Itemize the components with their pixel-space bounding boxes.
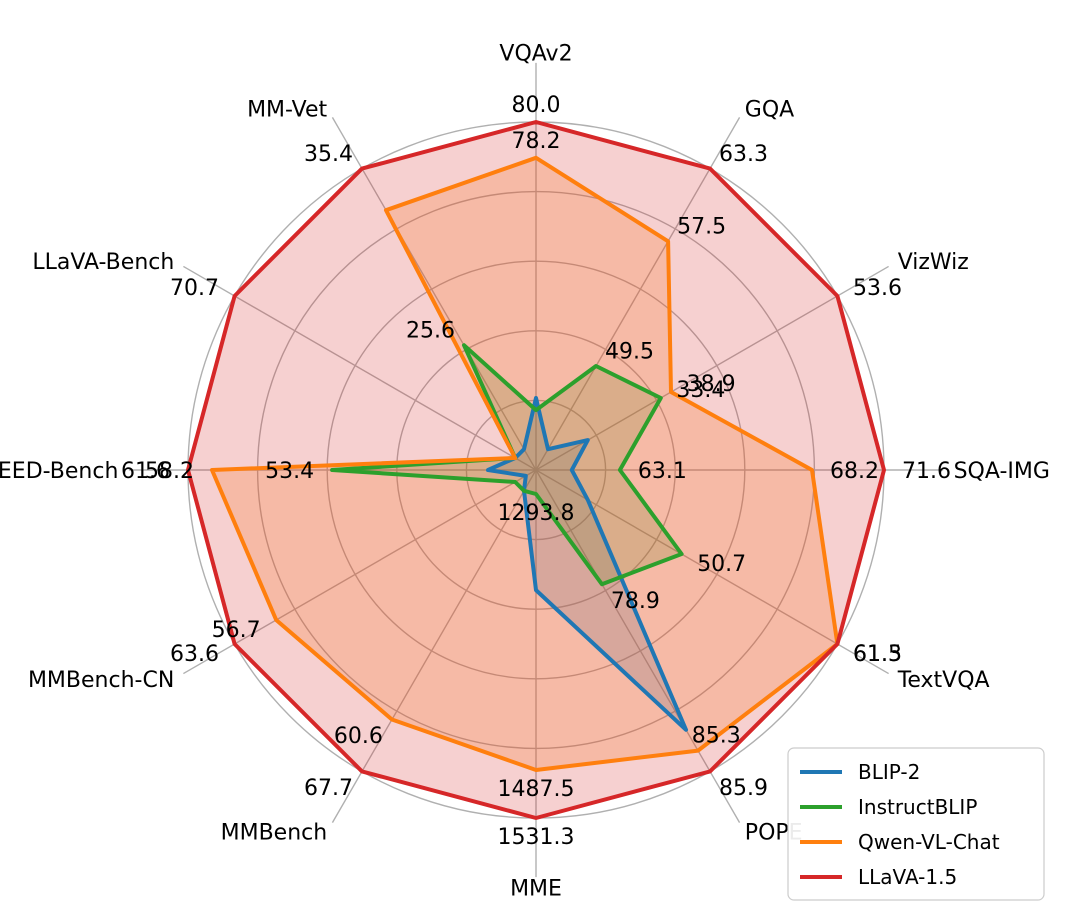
legend-label-qwen-vl-chat: Qwen-VL-Chat (858, 830, 1000, 854)
value-label-llava-1-5-seed-bench: 61.6 (121, 459, 170, 484)
axis-label-gqa: GQA (745, 97, 794, 122)
value-label-instructblip-seed-bench: 53.4 (265, 459, 314, 484)
legend: BLIP-2 InstructBLIP Qwen-VL-Chat LLaVA-1.5 (787, 747, 1045, 901)
value-label-llava-1-5-llava-bench: 70.7 (170, 276, 219, 301)
axis-label-mmbench-cn: MMBench-CN (28, 668, 174, 693)
value-label-llava-1-5-sqa-img: 71.6 (902, 459, 951, 484)
series-fill-qwen-vl-chat (212, 157, 838, 771)
spoke-gqa (535, 117, 741, 471)
value-label-qwen-vl-chat-textvqa: 61.5 (853, 642, 902, 667)
axis-label-vqav2: VQAv2 (499, 41, 572, 66)
axis-label-mm-vet: MM-Vet (247, 97, 327, 122)
value-label-llava-1-5-vqav2: 80.0 (512, 93, 561, 118)
axis-label-llava-bench: LLaVA-Bench (32, 250, 174, 275)
value-label-qwen-vl-chat-seed-bench: 58.2 (145, 459, 194, 484)
value-label-qwen-vl-chat-sqa-img: 68.2 (830, 459, 879, 484)
value-label-llava-1-5-textvqa: 61.3 (853, 642, 902, 667)
series-fills (188, 122, 884, 818)
extra-value-label-0: 85.3 (692, 723, 741, 748)
value-label-qwen-vl-chat-vqav2: 78.2 (512, 129, 561, 154)
value-label-llava-1-5-mmbench: 67.7 (304, 776, 353, 801)
legend-label-instructblip: InstructBLIP (858, 795, 977, 819)
spoke-mmbench (331, 469, 537, 823)
value-label-llava-1-5-mmbench-cn: 63.6 (170, 642, 219, 667)
value-label-instructblip-mm-vet: 25.6 (406, 319, 455, 344)
value-label-instructblip-pope: 78.9 (611, 589, 660, 614)
spoke-mm-vet (331, 117, 537, 471)
value-label-llava-1-5-mme: 1531.3 (498, 825, 575, 850)
value-label-llava-1-5-mm-vet: 35.4 (304, 142, 353, 167)
spoke-llava-bench (183, 265, 537, 471)
value-label-qwen-vl-chat-mme: 1487.5 (498, 777, 575, 802)
value-label-instructblip-mme: 1293.8 (498, 501, 575, 526)
axis-label-mmbench: MMBench (221, 821, 328, 846)
series-lines (186, 120, 886, 820)
axis-label-seed-bench: SEED-Bench (0, 459, 118, 484)
value-labels: 49.5 33.4 63.1 50.7 78.9 1293.8 53.4 25.6 78.2 57… (121, 93, 951, 850)
value-label-qwen-vl-chat-vizwiz: 38.9 (687, 372, 736, 397)
spoke-pope (535, 469, 741, 823)
series-fill-llava-1-5 (188, 122, 884, 818)
value-label-llava-1-5-pope: 85.9 (719, 776, 768, 801)
axis-label-textvqa: TextVQA (897, 668, 990, 693)
axis-label-mme: MME (510, 877, 562, 902)
value-label-instructblip-gqa: 49.5 (605, 339, 654, 364)
value-label-instructblip-vizwiz: 33.4 (676, 378, 725, 403)
spoke-mmbench-cn (183, 469, 537, 675)
legend-label-blip-2: BLIP-2 (858, 760, 920, 784)
series-line-qwen-vl-chat (210, 155, 840, 772)
axis-label-sqa-img: SQA-IMG (954, 459, 1050, 484)
spoke-textvqa (535, 469, 889, 675)
axis-label-vizwiz: VizWiz (898, 250, 969, 275)
value-label-qwen-vl-chat-mmbench: 60.6 (334, 724, 383, 749)
legend-box (787, 747, 1045, 901)
spoke-vizwiz (535, 265, 889, 471)
legend-label-llava-1-5: LLaVA-1.5 (858, 865, 957, 889)
value-label-instructblip-textvqa: 50.7 (697, 552, 746, 577)
series-line-llava-1-5 (186, 120, 886, 820)
value-label-qwen-vl-chat-mmbench-cn: 56.7 (212, 618, 261, 643)
series-fill-instructblip (332, 345, 682, 585)
value-label-llava-1-5-vizwiz: 53.6 (853, 276, 902, 301)
value-label-instructblip-sqa-img: 63.1 (638, 459, 687, 484)
value-label-llava-1-5-gqa: 63.3 (719, 142, 768, 167)
value-label-qwen-vl-chat-gqa: 57.5 (677, 215, 726, 240)
